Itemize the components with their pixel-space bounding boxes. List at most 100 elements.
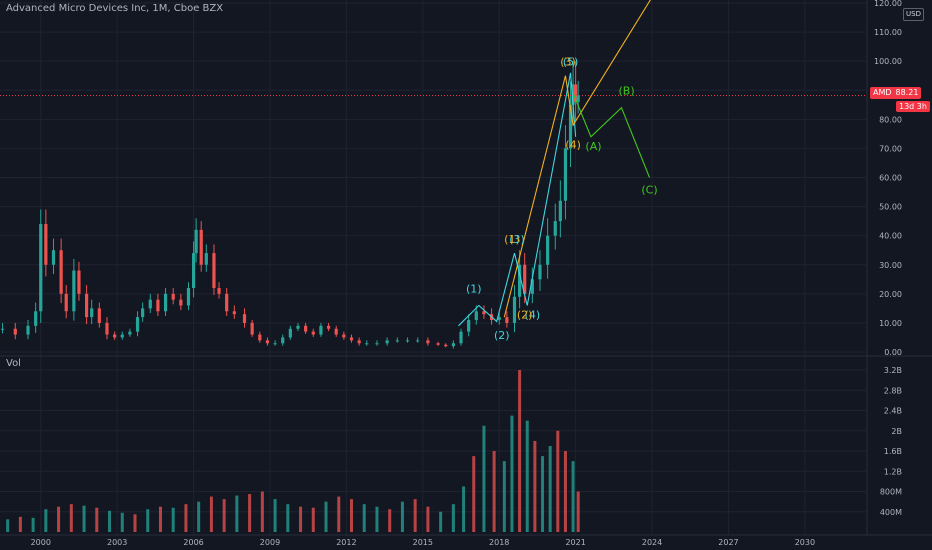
- volume-bar: [502, 461, 506, 532]
- volume-bar: [324, 501, 328, 532]
- volume-tick-label: 2B: [891, 427, 902, 436]
- cyan-wave-label: (2): [494, 329, 510, 342]
- volume-bar: [571, 461, 575, 532]
- volume-bar: [108, 510, 112, 532]
- volume-bar: [548, 445, 552, 532]
- volume-bar: [209, 496, 213, 532]
- time-tick-label: 2000: [31, 538, 51, 547]
- price-tick-label: 30.00: [879, 261, 902, 270]
- volume-bar: [337, 496, 341, 532]
- candle-body: [0, 328, 5, 330]
- orange-wave-path: [503, 0, 651, 318]
- volume-bar: [222, 499, 226, 532]
- candle-body: [59, 250, 63, 294]
- candle-body: [365, 343, 369, 345]
- volume-tick-label: 2.8B: [884, 386, 902, 395]
- candle-body: [199, 229, 203, 265]
- cyan-wave-label: (4): [525, 309, 541, 322]
- volume-tick-label: 3.2B: [884, 366, 902, 375]
- candle-body: [171, 293, 175, 300]
- candle-body: [191, 253, 196, 289]
- volume-bar: [533, 440, 537, 532]
- candle-body: [563, 148, 568, 201]
- volume-bar: [388, 509, 392, 532]
- candle-body: [179, 299, 183, 306]
- candle-body: [553, 221, 557, 236]
- grid-lines: [0, 0, 932, 536]
- volume-bar: [248, 494, 252, 532]
- volume-bar: [375, 506, 379, 532]
- cyan-wave-label: (3): [509, 233, 525, 246]
- candle-body: [113, 334, 117, 338]
- time-tick-label: 2003: [107, 538, 127, 547]
- volume-bar: [482, 425, 486, 532]
- candle-body: [120, 334, 124, 338]
- price-tick-label: 110.00: [874, 28, 902, 37]
- volume-bar: [95, 507, 99, 532]
- candle-body: [77, 270, 81, 294]
- candle-body: [375, 343, 379, 345]
- volume-bar: [492, 451, 496, 532]
- orange-wave-label: (1): [504, 233, 520, 246]
- currency-label[interactable]: USD: [903, 8, 924, 21]
- candle-body: [85, 293, 89, 318]
- volume-bar: [286, 504, 290, 532]
- cyan-wave-path: [458, 72, 577, 327]
- candle-body: [467, 320, 471, 332]
- time-axis[interactable]: 2000 2003 2006 2009 2012 2015 2018 2021 2024 2027…: [31, 538, 815, 547]
- green-wave-label: (A): [585, 140, 601, 153]
- candle-body: [319, 325, 323, 335]
- candle-body: [72, 270, 76, 312]
- orange-wave-label: (2): [517, 309, 533, 322]
- price-tick-label: 70.00: [879, 144, 902, 153]
- time-tick-label: 2027: [718, 538, 738, 547]
- last-price-badge: AMD 88.21: [870, 87, 922, 99]
- elliott-wave-labels: (1) (2) (3) (4) (5) (1) (2) (3) (4) (A) (B) (C): [466, 56, 658, 342]
- candle-body: [538, 264, 542, 280]
- volume-bar: [311, 507, 315, 532]
- time-tick-label: 2006: [183, 538, 203, 547]
- volume-label: Vol: [6, 358, 21, 369]
- candle-body: [288, 328, 292, 338]
- volume-bar: [472, 456, 476, 532]
- candle-body: [482, 311, 486, 315]
- volume-bar: [120, 512, 124, 532]
- green-wave-path: [572, 92, 651, 178]
- volume-tick-label: 2.4B: [884, 407, 902, 416]
- price-badge-symbol: AMD: [873, 88, 892, 97]
- candle-body: [148, 299, 152, 309]
- cyan-wave-label: (5): [563, 56, 579, 69]
- chart-title: Advanced Micro Devices Inc, 1M, Cboe BZX: [6, 3, 224, 14]
- candle-body: [512, 296, 517, 323]
- volume-bar: [576, 491, 580, 532]
- candle-body: [497, 317, 501, 321]
- price-axis[interactable]: 0.00 10.00 20.00 30.00 40.00 50.00 60.00 70.00 8…: [874, 0, 902, 357]
- orange-wave-label: (3): [560, 56, 576, 69]
- volume-bar: [44, 509, 48, 532]
- volume-bars: [6, 370, 580, 532]
- volume-tick-label: 400M: [880, 508, 902, 517]
- price-tick-label: 10.00: [879, 319, 902, 328]
- orange-wave-label: (4): [565, 138, 581, 151]
- volume-axis[interactable]: 400M 800M 1.2B 1.6B 2B 2.4B 2.8B 3.2B: [880, 366, 902, 517]
- candle-body: [141, 308, 145, 318]
- candle-body: [385, 340, 389, 344]
- volume-bar: [541, 456, 545, 532]
- candle-body: [212, 253, 216, 289]
- price-tick-label: 40.00: [879, 232, 902, 241]
- candle-body: [304, 325, 308, 332]
- candle-body: [90, 308, 94, 318]
- price-tick-label: 120.00: [874, 0, 902, 8]
- candle-body: [13, 328, 17, 335]
- candle-body: [474, 311, 478, 321]
- candle-body: [530, 279, 534, 294]
- candle-body: [342, 334, 346, 338]
- volume-bar: [426, 506, 430, 532]
- candle-body: [395, 340, 399, 342]
- volume-bar: [260, 491, 264, 532]
- price-tick-label: 60.00: [879, 174, 902, 183]
- candle-body: [128, 331, 132, 335]
- candle-body: [459, 331, 463, 344]
- volume-bar: [556, 430, 560, 532]
